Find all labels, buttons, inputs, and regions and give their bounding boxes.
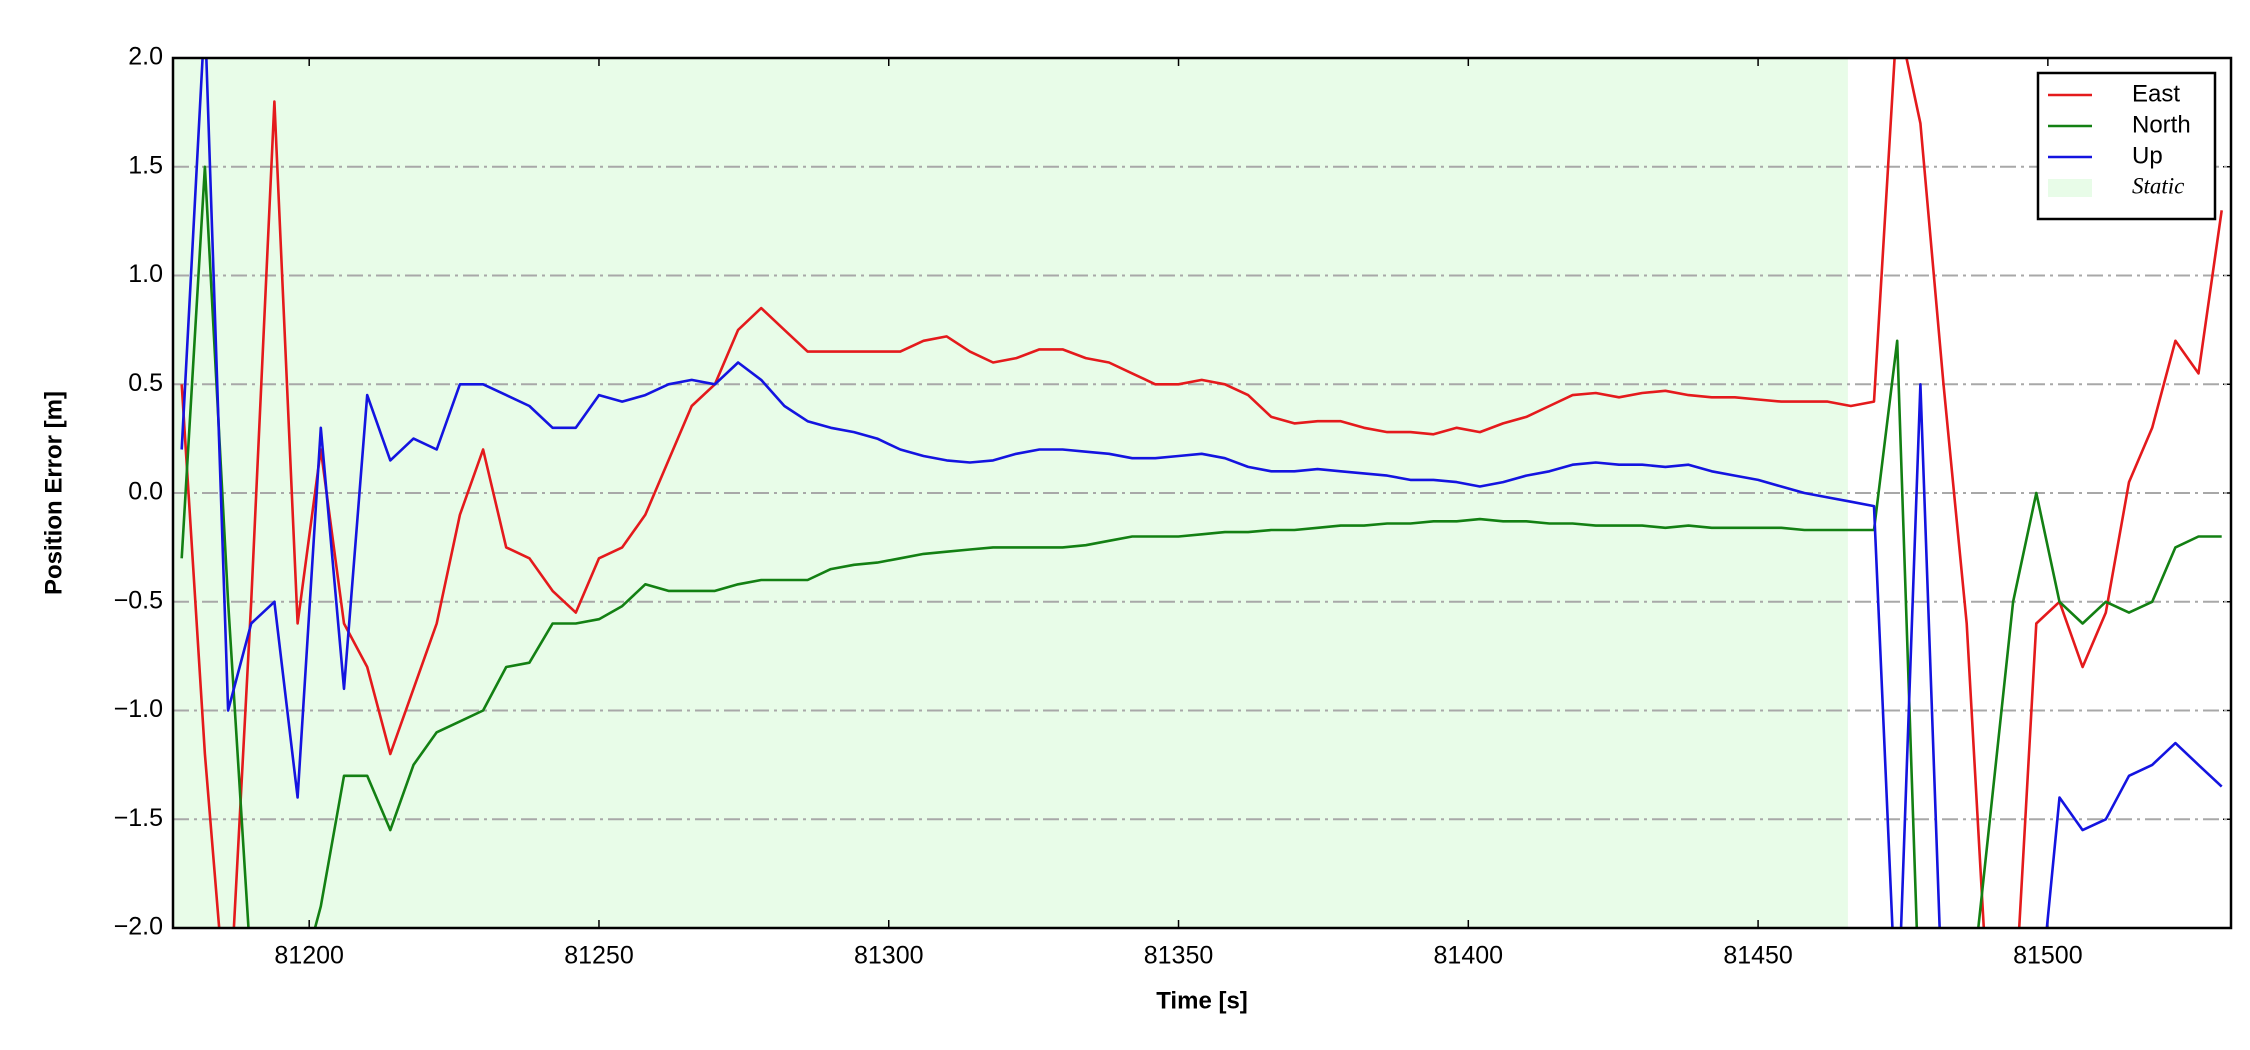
x-tick-label: 81500 — [2013, 942, 2083, 970]
y-tick-label: 1.0 — [128, 260, 163, 288]
x-tick-label: 81200 — [274, 942, 344, 970]
plot-frame — [171, 56, 2233, 930]
x-tick-label: 81350 — [1144, 942, 1214, 970]
y-tick-label: −2.0 — [114, 913, 163, 941]
legend-label: Static — [2132, 173, 2184, 198]
y-axis-label: Position Error [m] — [40, 391, 67, 595]
y-tick-label: 1.5 — [128, 151, 163, 179]
y-tick-label: −0.5 — [114, 586, 163, 614]
x-tick-label: 81450 — [1723, 942, 1793, 970]
x-tick-label: 81300 — [854, 942, 924, 970]
series-line — [180, 58, 2223, 928]
series-line — [180, 165, 2222, 928]
legend-label: North — [2132, 111, 2191, 138]
y-tick-label: −1.5 — [114, 804, 163, 832]
x-tick-label: 81400 — [1434, 942, 1504, 970]
y-tick-label: 0.0 — [128, 478, 163, 506]
x-axis-label: Time [s] — [1156, 987, 1248, 1014]
x-tick-label: 81250 — [564, 942, 634, 970]
plot-lines — [180, 58, 2223, 928]
legend-label: Up — [2132, 142, 2163, 169]
y-tick-label: 2.0 — [128, 43, 163, 71]
legend-label: East — [2132, 80, 2180, 107]
y-tick-label: 0.5 — [128, 369, 163, 397]
legend-swatch — [2048, 179, 2092, 197]
series-line — [180, 58, 2223, 928]
y-tick-label: −1.0 — [114, 695, 163, 723]
